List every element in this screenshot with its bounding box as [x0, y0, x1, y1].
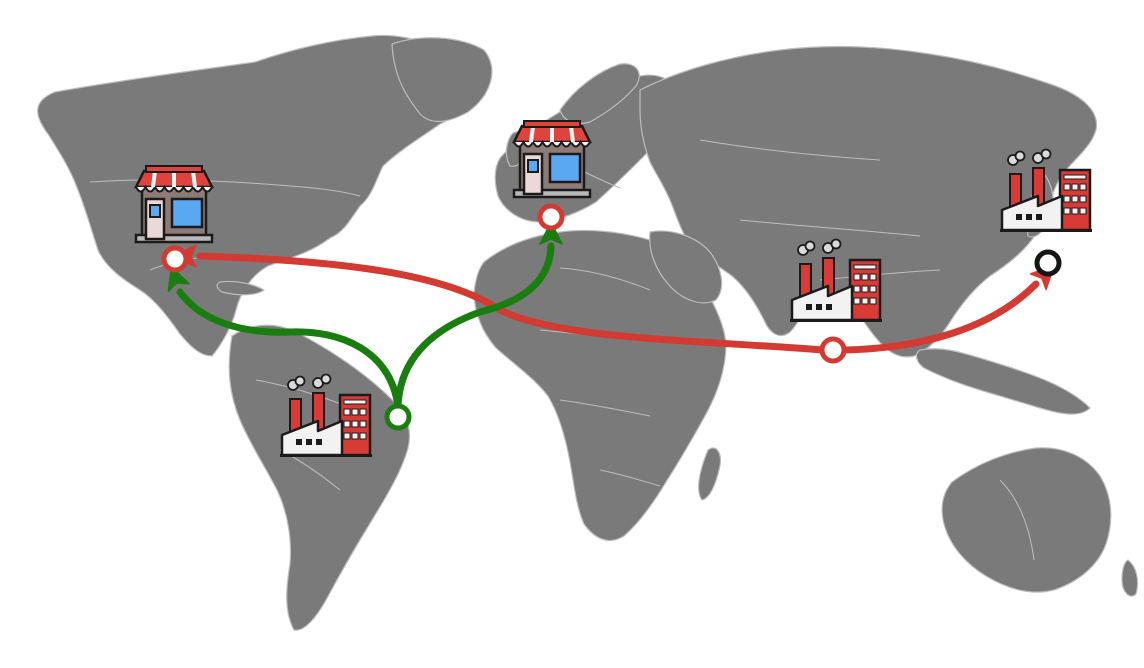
cuba-landmass — [216, 280, 265, 296]
route-south-asia-to-east-asia — [842, 280, 1040, 354]
route-south-america-to-europe — [394, 242, 555, 410]
land-masses — [37, 34, 1139, 631]
new-zealand-landmass — [1121, 559, 1139, 597]
arabia-landmass — [649, 230, 723, 304]
location-node-icon-south-asia — [819, 336, 847, 364]
madagascar-landmass — [698, 447, 721, 501]
location-node-icon-europe — [537, 203, 565, 231]
trade-routes — [167, 221, 1055, 410]
store-icon-north-america — [134, 164, 214, 244]
australia-landmass — [941, 447, 1112, 593]
store-icon-europe — [512, 119, 592, 199]
north-america-landmass — [37, 34, 478, 357]
route-south-america-to-north-america — [176, 288, 402, 410]
location-node-icon-north-america — [161, 245, 189, 273]
southeast-asia-islands — [915, 348, 1091, 415]
arrow-head-icon — [539, 221, 563, 245]
location-nodes — [161, 203, 1062, 431]
greenland-landmass — [391, 37, 493, 122]
location-node-icon-east-asia — [1034, 249, 1062, 277]
location-node-icon-south-america — [384, 403, 412, 431]
route-south-asia-to-north-america — [196, 252, 826, 354]
arrow-head-icon — [167, 266, 190, 293]
